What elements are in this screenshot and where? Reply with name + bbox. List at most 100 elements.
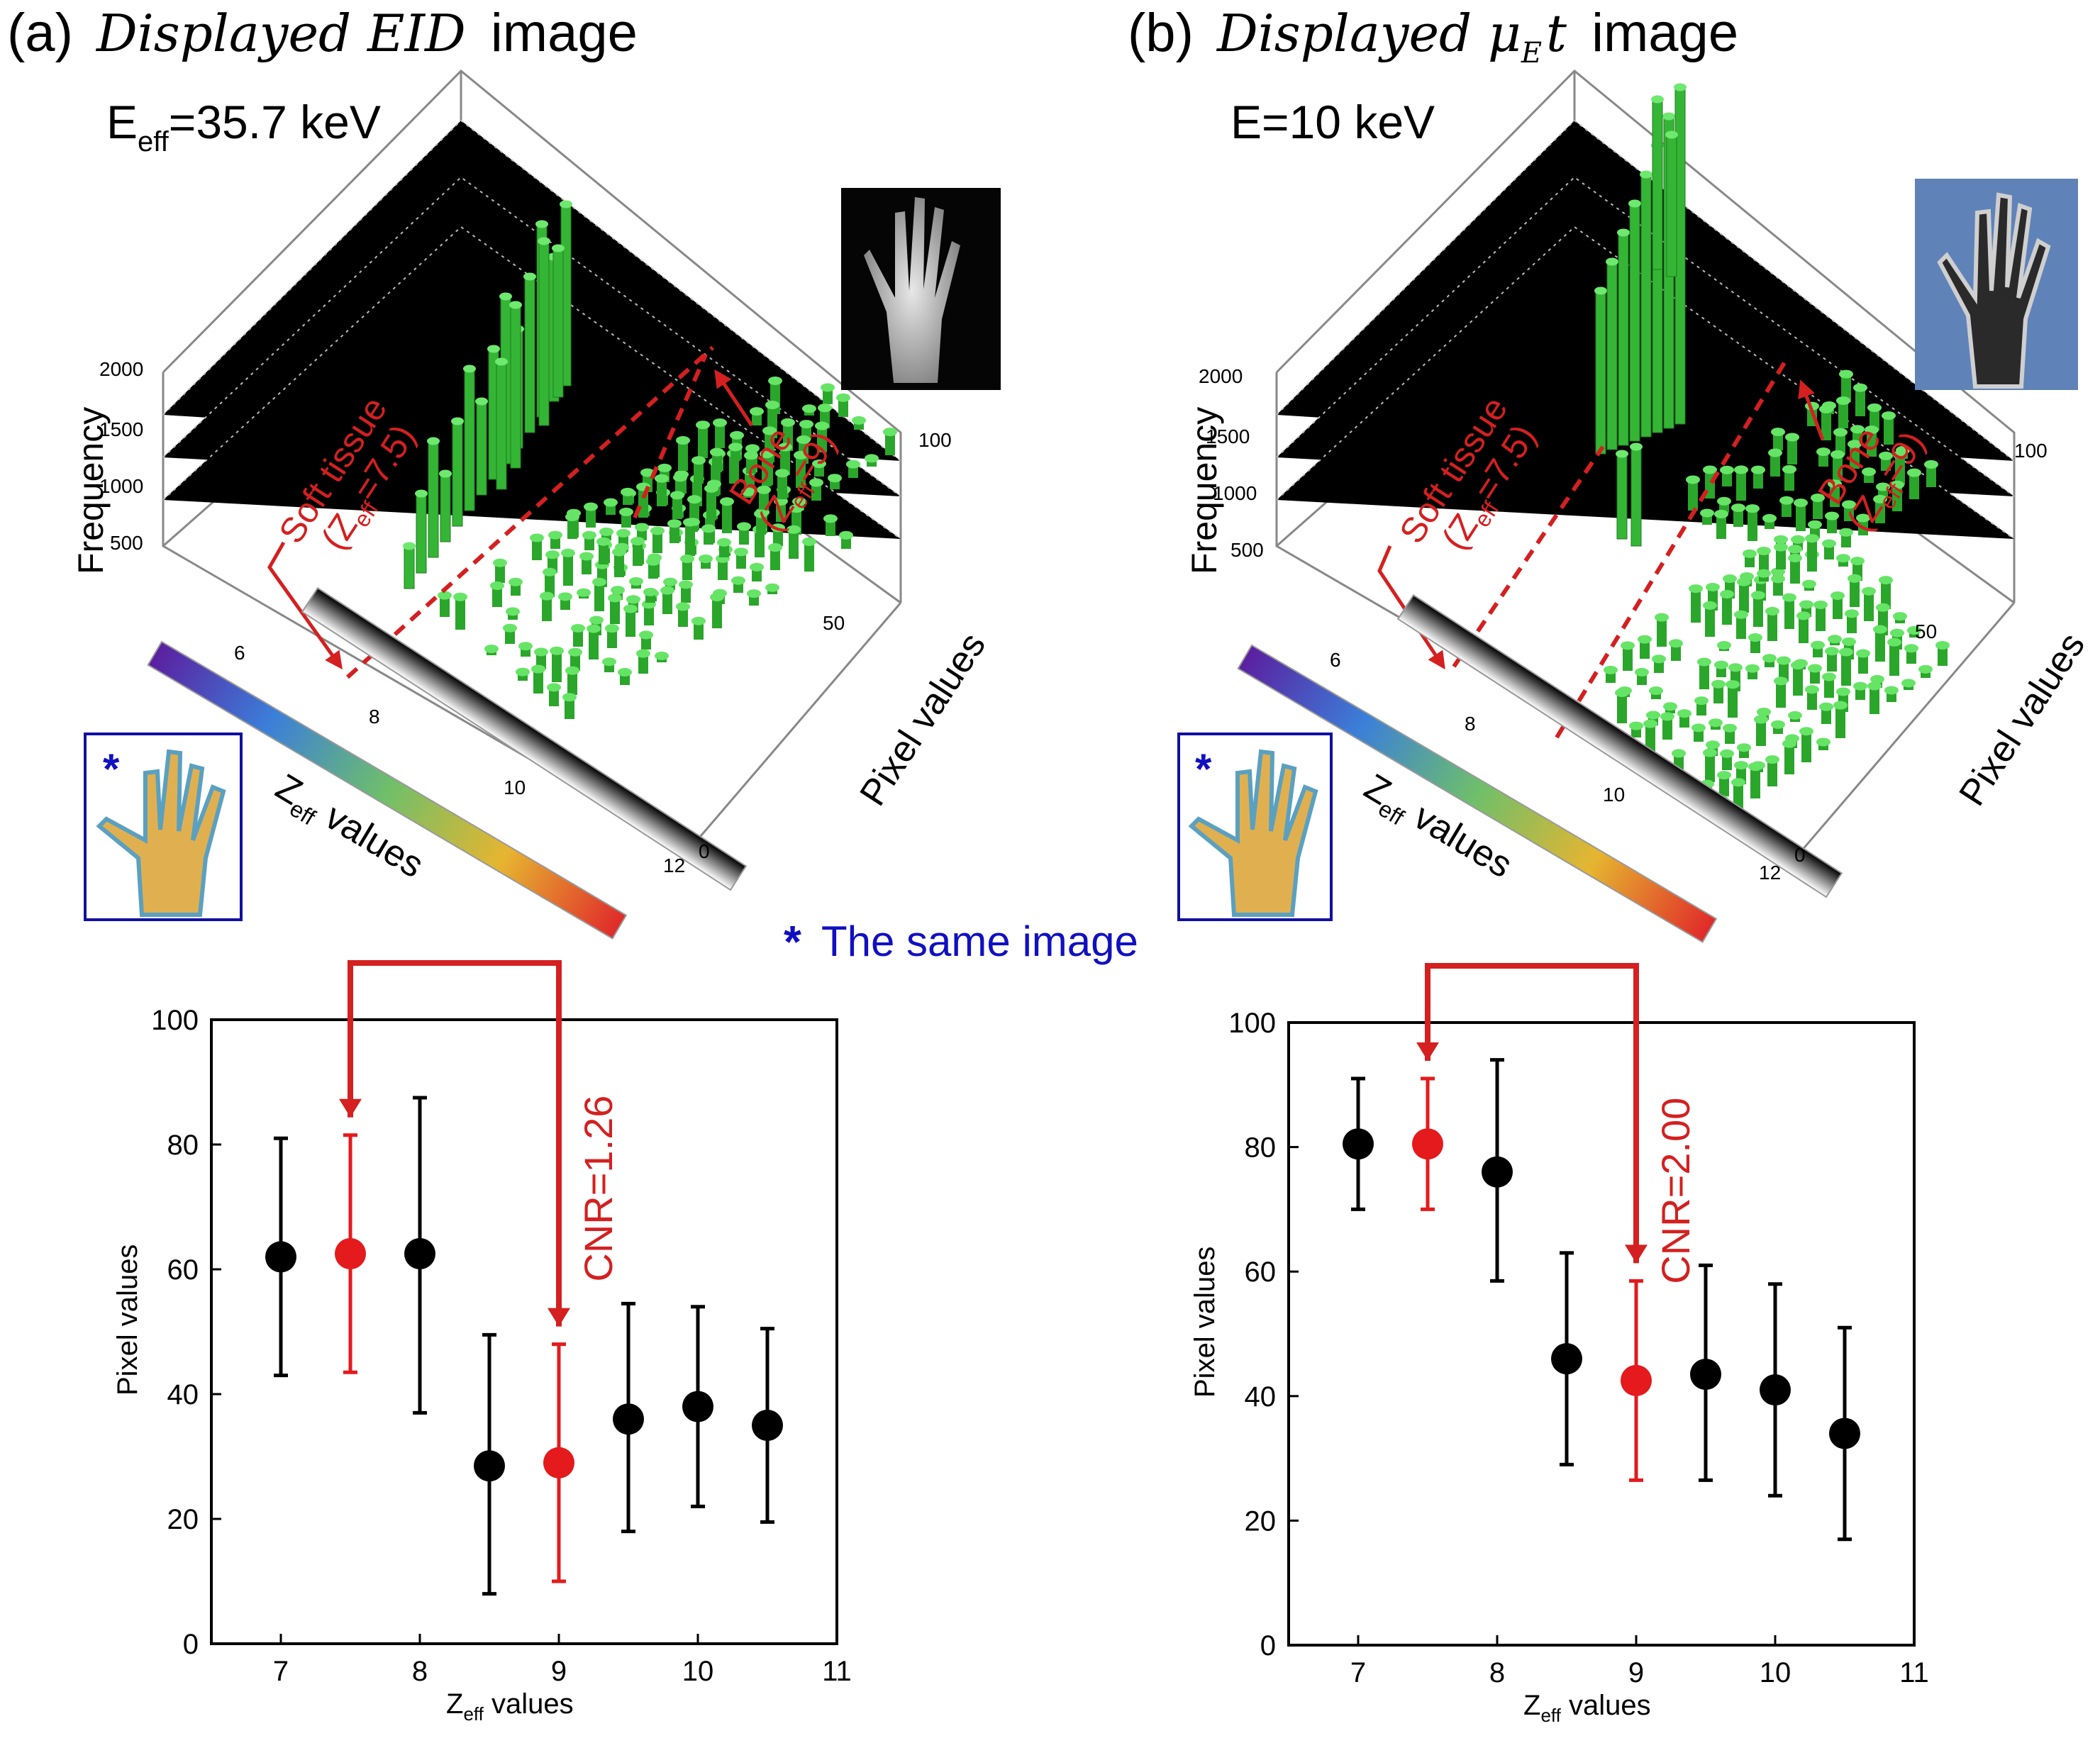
x-axis-label: Zeff values <box>446 1688 574 1725</box>
histogram-bar-top <box>1788 553 1802 562</box>
histogram-bar-top <box>487 345 500 353</box>
histogram-bar <box>567 516 577 539</box>
histogram-bar-top <box>503 623 517 633</box>
histogram-bar-top <box>530 533 544 542</box>
panel-a-title: (a) Displayed EID image <box>7 3 638 63</box>
histogram-bar <box>1728 684 1738 718</box>
highlighted-data-point <box>1621 1364 1652 1396</box>
histogram-bar-top <box>1745 504 1760 513</box>
histogram-bar-top <box>415 489 428 498</box>
cnr-arrowhead <box>548 1308 570 1327</box>
histogram-bar-top <box>1665 130 1678 139</box>
histogram-bar-top <box>552 244 565 252</box>
panel-a-soft-tissue-arrow <box>267 541 343 670</box>
histogram-bar-top <box>1734 465 1748 474</box>
histogram-bar-top <box>1728 663 1743 672</box>
histogram-bar-top <box>1890 628 1904 637</box>
histogram-bar-top <box>1802 579 1816 589</box>
histogram-bar-top <box>670 491 684 500</box>
histogram-bar <box>1807 689 1817 710</box>
histogram-bar-top <box>1651 95 1664 104</box>
histogram-bar-top <box>781 418 795 427</box>
histogram-bar <box>1821 408 1831 440</box>
histogram-bar-top <box>1876 603 1890 612</box>
histogram-bar <box>1753 469 1763 489</box>
histogram-bar-top <box>1819 404 1833 413</box>
histogram-bar-top <box>599 527 613 536</box>
histogram-bar <box>1618 232 1629 446</box>
histogram-bar <box>770 547 780 570</box>
histogram-bar-top <box>1751 591 1765 600</box>
histogram-bar-top <box>547 683 561 692</box>
histogram-bar-top <box>1839 528 1853 537</box>
histogram-bar-top <box>836 393 850 402</box>
histogram-bar-top <box>828 474 842 483</box>
histogram-bar-top <box>1731 503 1745 513</box>
same-image-text: The same image <box>821 918 1138 965</box>
histogram-bar <box>1722 753 1732 770</box>
scatter-plot-b: 0 20 40 60 80 100 7 8 9 10 11 Pixel values Zeff valu… <box>1189 963 1929 1726</box>
histogram-bar-top <box>787 525 801 534</box>
histogram-bar-top <box>543 567 557 577</box>
cnr-arrowhead <box>1625 1244 1648 1264</box>
histogram-bar-top <box>1785 433 1799 442</box>
histogram-bar-top <box>538 237 550 245</box>
x-tick-label: 11 <box>822 1656 852 1687</box>
histogram-bar <box>1816 604 1826 631</box>
histogram-bar <box>1733 508 1743 527</box>
histogram-bar <box>1748 508 1757 541</box>
histogram-bar-top <box>582 530 596 540</box>
x-tick-label: 10 <box>682 1656 714 1687</box>
histogram-bar-top <box>629 577 643 586</box>
histogram-bar-top <box>1796 611 1811 620</box>
histogram-bar <box>1884 416 1894 445</box>
histogram-bar-top <box>741 487 755 496</box>
histogram-bar <box>582 556 591 574</box>
histogram-bar <box>817 425 827 452</box>
histogram-bar-top <box>673 473 687 482</box>
data-point <box>1343 1128 1374 1160</box>
histogram-bar <box>789 529 799 559</box>
histogram-bar-top <box>484 645 499 654</box>
histogram-bar-top <box>720 497 734 506</box>
histogram-bar-top <box>691 616 706 625</box>
histogram-bar-top <box>509 577 523 586</box>
histogram-bar-top <box>1788 545 1802 554</box>
histogram-bar <box>672 495 682 519</box>
y-tick-label: 80 <box>1245 1132 1277 1164</box>
histogram-bar <box>440 595 450 617</box>
same-image-star: * <box>784 916 801 967</box>
histogram-bar-top <box>639 630 653 640</box>
panel-b-pix-tick: 0 <box>1794 844 1806 866</box>
panel-b-soft-tissue-line <box>1452 445 1605 668</box>
panel-a-pixel-label: Pixel values <box>852 625 994 813</box>
histogram-bar <box>1838 401 1848 428</box>
histogram-bar-top <box>796 435 811 444</box>
x-tick-label: 9 <box>1628 1657 1644 1688</box>
histogram-bar-top <box>1774 676 1788 686</box>
histogram-bar-top <box>734 547 748 557</box>
histogram-bar <box>565 697 574 719</box>
histogram-bar-top <box>1833 428 1848 437</box>
histogram-bar <box>773 528 783 546</box>
histogram-bar-top <box>717 538 731 547</box>
histogram-bar <box>736 552 746 569</box>
histogram-bar <box>1773 579 1783 596</box>
histogram-bar <box>1688 479 1698 511</box>
histogram-bar-top <box>403 542 416 550</box>
histogram-bar-top <box>1717 496 1731 506</box>
histogram-bar-top <box>577 588 591 597</box>
histogram-bar-top <box>1677 709 1691 718</box>
histogram-bar-top <box>1635 667 1649 676</box>
histogram-bar <box>811 482 821 501</box>
histogram-bar <box>1759 550 1769 574</box>
histogram-bar-top <box>1879 576 1893 585</box>
histogram-bar <box>670 523 679 543</box>
histogram-bar-top <box>1691 723 1706 733</box>
histogram-bar <box>1784 597 1794 629</box>
histogram-bar-top <box>608 594 622 603</box>
panel-a-zeff-colorbar <box>147 640 628 940</box>
histogram-bar-top <box>646 557 660 566</box>
histogram-bar <box>755 529 765 557</box>
histogram-bar-top <box>550 646 564 655</box>
